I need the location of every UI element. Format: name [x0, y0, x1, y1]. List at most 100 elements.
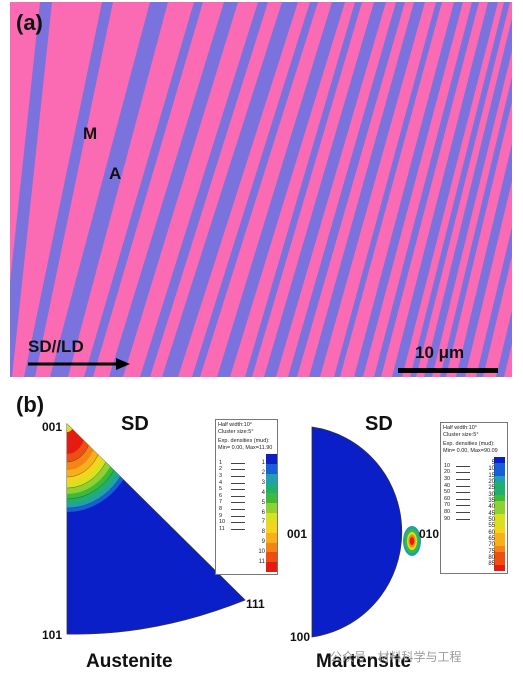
legend-level-value: 10: [444, 462, 451, 469]
scale-segment: [494, 545, 505, 553]
legend-level-line: [456, 485, 470, 487]
legend-level-line: [456, 478, 470, 480]
martensite-color-scale: 5 10 15 20 25 30 35 40 45 50 55 60 65 70 75 80 85: [485, 457, 507, 572]
austenite-band: [162, 2, 298, 377]
legend-level-row: 8: [219, 506, 253, 513]
scale-segment: [266, 562, 277, 573]
scale-tick-label: 55: [488, 523, 495, 530]
austenite-sd-title: SD: [121, 413, 149, 435]
legend-line: Exp. densities (mud):: [218, 438, 270, 444]
austenite-band: [354, 2, 463, 377]
legend-level-value: 11: [219, 525, 225, 532]
scale-tick-label: 80: [488, 554, 495, 561]
legend-line: Cluster size:5°: [218, 429, 254, 435]
martensite-pole-100: 100: [290, 630, 311, 644]
austenite-legend-header: Half width:10° Cluster size:5° Exp. dens…: [218, 422, 278, 452]
legend-level-row: 50: [444, 489, 482, 496]
scale-segment: [494, 495, 505, 502]
austenite-band: [410, 2, 510, 377]
legend-level-value: 4: [219, 479, 223, 486]
legend-level-value: 40: [444, 482, 451, 489]
austenite-band: [440, 77, 512, 377]
austenite-band: [476, 227, 512, 377]
scale-tick-label: 15: [488, 472, 495, 479]
scale-segment: [494, 520, 505, 528]
austenite-color-scale: 1 2 3 4 5 6 7 8 9 10 11: [257, 454, 277, 573]
austenite-name: Austenite: [86, 651, 173, 672]
legend-line: Half width:10°: [443, 425, 477, 431]
martensite-background: [10, 2, 512, 377]
scale-tick-label: 25: [488, 485, 495, 492]
legend-level-row: 2: [219, 466, 253, 474]
legend-level-value: 80: [444, 508, 451, 515]
scale-segment: [266, 503, 277, 514]
legend-level-value: 5: [219, 486, 223, 493]
legend-level-value: 9: [219, 512, 223, 519]
sd-ld-arrow-head: [116, 358, 130, 370]
scale-tick-label: 75: [488, 548, 495, 555]
scale-segment: [494, 507, 505, 515]
austenite-band: [264, 2, 386, 377]
legend-level-value: 2: [219, 466, 223, 473]
legend-level-row: 10: [219, 519, 253, 526]
scale-tick-label: 1: [261, 460, 265, 467]
scale-tick-label: 11: [258, 558, 265, 565]
legend-level-value: 70: [444, 502, 451, 509]
legend-level-row: 10: [444, 463, 482, 470]
legend-level-line: [231, 489, 245, 491]
legend-level-row: 4: [219, 480, 253, 487]
phase-map-panel: [10, 2, 512, 377]
scale-segment: [494, 488, 505, 496]
legend-level-line: [231, 528, 245, 530]
scale-tick-label: 10: [488, 466, 495, 473]
legend-line: Min= 0.00, Max=11.90: [218, 445, 273, 451]
legend-level-line: [456, 472, 470, 474]
martensite-name: Martensite: [316, 651, 412, 672]
legend-level-line: [456, 465, 470, 467]
direction-label: SD//LD: [28, 337, 84, 356]
legend-line: Exp. densities (mud):: [443, 441, 495, 447]
legend-level-line: [231, 495, 245, 497]
martensite-label: M: [83, 124, 98, 143]
scale-tick-label: 8: [261, 529, 265, 536]
legend-level-line: [231, 522, 245, 524]
legend-level-row: 7: [219, 499, 253, 507]
scale-tick-label: 50: [488, 516, 495, 523]
legend-level-row: 11: [219, 526, 253, 533]
scale-tick-label: 5: [261, 499, 265, 506]
legend-level-row: 30: [444, 476, 482, 483]
legend-level-value: 30: [444, 475, 451, 482]
scale-tick-label: 2: [261, 470, 265, 477]
legend-level-row: 40: [444, 483, 482, 490]
austenite-bands: [10, 2, 512, 377]
legend-level-line: [456, 505, 470, 507]
scale-bar-label: 10 μm: [415, 343, 465, 362]
scale-tick-label: 65: [488, 535, 495, 542]
scale-segment: [494, 476, 505, 483]
martensite-legend: Half width:10° Cluster size:5° Exp. dens…: [440, 422, 508, 574]
austenite-band: [245, 2, 362, 377]
legend-level-row: 80: [444, 509, 482, 516]
scale-tick-label: 85: [488, 561, 495, 568]
legend-level-row: 90: [444, 516, 482, 523]
austenite-pole-001: 001: [42, 420, 63, 434]
legend-level-value: 3: [219, 472, 223, 479]
scale-tick-label: 9: [261, 539, 265, 545]
scale-tick-label: 60: [488, 529, 495, 536]
martensite-sd-title: SD: [365, 413, 393, 435]
legend-level-line: [231, 502, 245, 504]
legend-level-value: 50: [444, 489, 451, 496]
austenite-band: [109, 2, 238, 377]
scale-segment: [494, 514, 505, 521]
scale-segment: [266, 532, 277, 543]
legend-level-row: 70: [444, 502, 482, 510]
austenite-band: [192, 2, 318, 377]
scale-tick-label: 70: [488, 542, 495, 549]
austenite-band: [496, 310, 512, 377]
watermark: 公众号 · 材料科学与工程: [330, 650, 462, 664]
austenite-legend: Half width:10° Cluster size:5° Exp. dens…: [215, 419, 278, 575]
martensite-density-peak: [403, 526, 421, 556]
legend-level-line: [231, 469, 245, 471]
martensite-ipf: [311, 426, 421, 638]
austenite-band: [24, 2, 113, 377]
